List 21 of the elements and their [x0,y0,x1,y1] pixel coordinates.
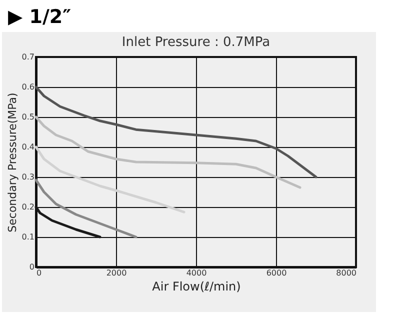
x-tick-label: 6000 [266,268,287,278]
x-tick-label: 4000 [186,268,207,278]
line-series [34,146,186,214]
line-series [34,86,318,178]
y-tick-label: 0.6 [22,82,34,92]
chart-subtitle: Inlet Pressure : 0.7MPa [122,35,270,50]
y-tick-label: 0.7 [22,52,34,62]
x-tick-label: 8000 [336,268,356,278]
line-series [34,116,302,189]
y-tick-label: 0.1 [22,232,34,242]
x-axis-title: Air Flow(ℓ/min) [152,280,241,294]
y-tick-label: 0.3 [22,172,34,182]
y-tick-label: 0.2 [22,202,34,212]
y-tick-label: 0 [29,262,34,272]
line-series [34,178,138,238]
y-tick-label: 0.4 [22,142,34,152]
x-tick-label: 0 [36,268,42,278]
y-tick-label: 0.5 [22,112,34,122]
chart-title: ▶ 1/2″ [7,5,72,30]
x-tick-label: 2000 [106,268,127,278]
y-axis-title: Secondary Pressure(MPa) [6,92,19,232]
